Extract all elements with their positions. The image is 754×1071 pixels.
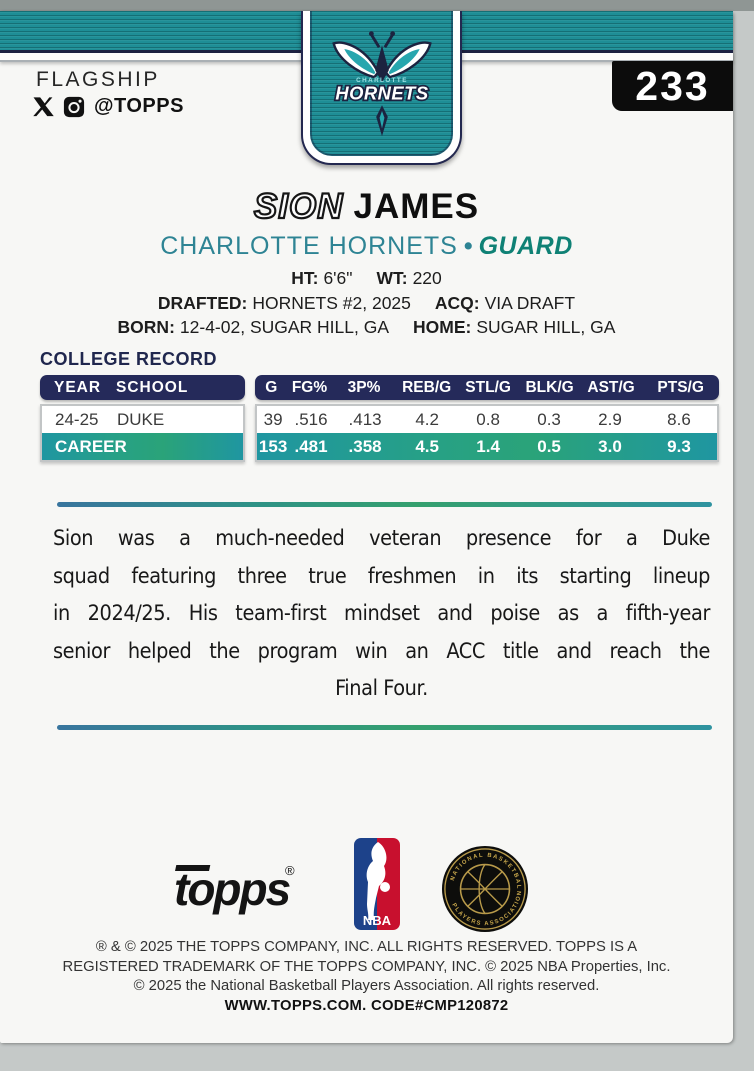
hornets-city-label: CHARLOTTE (356, 77, 408, 84)
school-header: SCHOOL (116, 378, 189, 396)
stat-header: G (265, 378, 278, 396)
social-handle: @TOPPS (94, 95, 184, 117)
nba-wordmark: NBA (363, 913, 392, 928)
stat-header: PTS/G (657, 378, 704, 396)
stat-cell: 8.6 (667, 409, 691, 429)
year-header: YEAR (54, 378, 102, 396)
team-logo-tab: CHARLOTTE HORNETS (301, 11, 462, 165)
stat-header: BLK/G (525, 378, 574, 396)
career-cell: CAREER (55, 436, 127, 456)
stat-cell: 4.5 (415, 436, 439, 456)
topps-logo: topps ® (172, 857, 300, 924)
table-row: 24-25 DUKE (42, 406, 243, 433)
bio-label-wt: WT: (376, 268, 408, 288)
stat-cell: .413 (348, 409, 382, 429)
bio-value-wt: 220 (412, 268, 442, 288)
set-name-label: FLAGSHIP (36, 68, 160, 91)
legal-line: REGISTERED TRADEMARK OF THE TOPPS COMPAN… (62, 958, 671, 975)
stats-table-left-body: 24-25 DUKE CAREER (40, 404, 245, 462)
nba-logo: NBA (354, 838, 400, 935)
bio-value-ht: 6'6" (323, 268, 353, 288)
card-number-box: 233 (612, 61, 733, 111)
trading-card-back: CHARLOTTE HORNETS 233 FLAGSHIP (0, 11, 733, 1043)
stat-cell: 3.0 (598, 436, 622, 456)
blurb-line: squad featuring three true freshmen in i… (53, 563, 710, 589)
table-row: 39 .516 .413 4.2 0.8 0.3 2.9 8.6 (257, 406, 717, 433)
bio-section: HT: 6'6" WT: 220 DRAFTED: HORNETS #2, 2025 … (0, 266, 733, 340)
player-position: GUARD (478, 232, 573, 260)
bio-value-drafted: HORNETS #2, 2025 (252, 292, 411, 313)
team-logo-tab-inner: CHARLOTTE HORNETS (310, 11, 453, 156)
scan-margin-top (0, 0, 754, 11)
stat-cell: 9.3 (667, 436, 691, 456)
nbpa-logo: NATIONAL BASKETBALL PLAYERS ASSOCIATION (438, 841, 529, 938)
bio-line-2: DRAFTED: HORNETS #2, 2025 ACQ: VIA DRAFT (0, 291, 733, 316)
bio-value-born: 12-4-02, SUGAR HILL, GA (179, 317, 390, 337)
year-cell: 24-25 (55, 409, 99, 429)
school-cell: DUKE (117, 409, 165, 429)
bio-value-home: SUGAR HILL, GA (476, 317, 616, 337)
stat-cell: .516 (294, 409, 328, 429)
stats-table-right-header: G FG% 3P% REB/G STL/G BLK/G AST/G PTS/G (255, 375, 719, 400)
stat-cell: 2.9 (598, 409, 622, 429)
hornets-logo-icon: CHARLOTTE HORNETS (331, 30, 432, 136)
stat-cell: 153 (258, 436, 288, 456)
stat-header: STL/G (465, 378, 511, 396)
stat-header: REB/G (402, 378, 452, 396)
blurb-line: Sion was a much-needed veteran presence … (53, 526, 710, 551)
stat-header: FG% (291, 378, 328, 396)
player-last-name: JAMES (353, 187, 480, 226)
bio-line-3: BORN: 12-4-02, SUGAR HILL, GA HOME: SUGAR … (0, 315, 733, 340)
legal-text: ® & © 2025 THE TOPPS COMPANY, INC. ALL R… (0, 938, 733, 1016)
hornets-wordmark: HORNETS (335, 82, 428, 103)
stats-table-right-block: G FG% 3P% REB/G STL/G BLK/G AST/G PTS/G … (255, 375, 719, 462)
instagram-icon (63, 96, 85, 118)
bio-label-born: BORN: (117, 317, 175, 337)
bullet-separator: • (463, 232, 473, 260)
bio-value-acq: VIA DRAFT (484, 292, 576, 313)
card-number: 233 (635, 62, 710, 109)
bio-label-ht: HT: (291, 268, 319, 288)
table-row-career: CAREER (42, 433, 243, 460)
player-blurb: Sion was a much-needed veteran presence … (53, 520, 710, 708)
stat-cell: 39 (263, 409, 283, 429)
legal-line-code: WWW.TOPPS.COM. CODE#CMP120872 (224, 997, 509, 1014)
team-name-text: CHARLOTTE HORNETS (160, 232, 458, 260)
team-position-line: CHARLOTTE HORNETS • GUARD (0, 232, 733, 261)
stat-header: AST/G (587, 378, 635, 396)
stat-cell: .358 (348, 436, 382, 456)
blurb-line: Final Four. (335, 676, 428, 701)
stats-table-right-body: 39 .516 .413 4.2 0.8 0.3 2.9 8.6 153 .48… (255, 404, 719, 462)
college-record-title: COLLEGE RECORD (40, 349, 218, 369)
divider-bottom (57, 725, 712, 730)
stat-cell: 0.8 (476, 409, 500, 429)
bio-label-drafted: DRAFTED: (157, 292, 248, 313)
svg-text:®: ® (285, 863, 295, 878)
divider-top (57, 502, 712, 507)
stats-table-left-block: YEAR SCHOOL 24-25 DUKE CAREER (40, 375, 245, 462)
stat-cell: .481 (294, 436, 328, 456)
legal-line: ® & © 2025 THE TOPPS COMPANY, INC. ALL R… (95, 939, 638, 955)
stat-header: 3P% (347, 378, 381, 396)
topps-wordmark: topps (174, 863, 291, 915)
blurb-line: senior helped the program win an ACC tit… (53, 638, 710, 664)
stats-table-left-header: YEAR SCHOOL (40, 375, 245, 400)
blurb-line: in 2024/25. His team-first mindset and p… (53, 601, 710, 626)
stat-cell: 0.3 (537, 409, 561, 429)
stat-cell: 4.2 (415, 409, 439, 429)
bio-label-acq: ACQ: (434, 292, 480, 313)
stat-cell: 0.5 (537, 436, 561, 456)
player-first-name: SION (253, 186, 344, 227)
social-row: @TOPPS (33, 95, 184, 118)
legal-line: © 2025 the National Basketball Players A… (133, 978, 600, 994)
bio-label-home: HOME: (413, 317, 472, 337)
x-icon (33, 96, 54, 117)
table-row-career: 153 .481 .358 4.5 1.4 0.5 3.0 9.3 (257, 433, 717, 460)
stat-cell: 1.4 (476, 436, 500, 456)
player-name: SION JAMES (0, 186, 733, 227)
bio-line-1: HT: 6'6" WT: 220 (0, 266, 733, 291)
